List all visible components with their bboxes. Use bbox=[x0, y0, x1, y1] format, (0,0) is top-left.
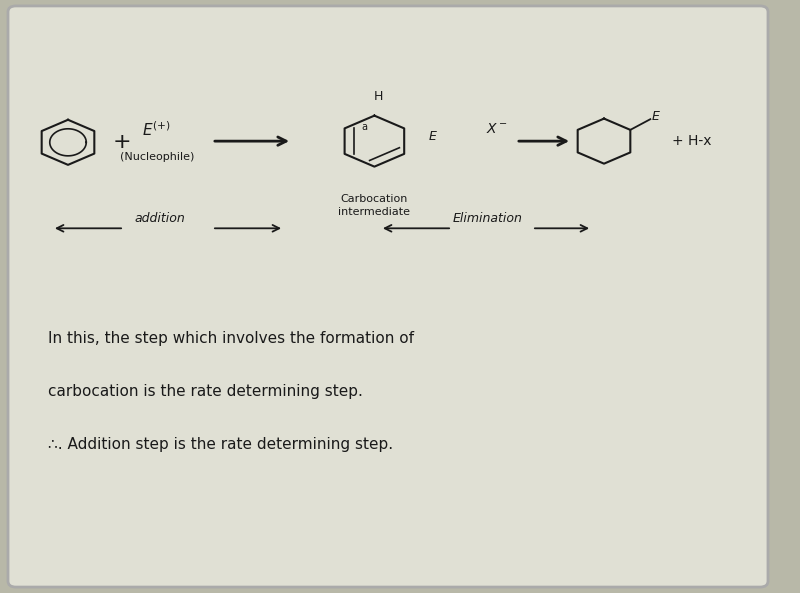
FancyBboxPatch shape bbox=[8, 6, 768, 587]
Text: $E^{(+)}$: $E^{(+)}$ bbox=[142, 120, 171, 139]
Text: + H-x: + H-x bbox=[672, 134, 711, 148]
Text: ∴. Addition step is the rate determining step.: ∴. Addition step is the rate determining… bbox=[48, 437, 393, 452]
Text: +: + bbox=[112, 132, 131, 152]
Text: Carbocation
intermediate: Carbocation intermediate bbox=[338, 193, 410, 217]
Text: addition: addition bbox=[134, 212, 186, 225]
Text: carbocation is the rate determining step.: carbocation is the rate determining step… bbox=[48, 384, 363, 399]
Text: Elimination: Elimination bbox=[453, 212, 523, 225]
Text: E: E bbox=[652, 110, 660, 123]
Text: $X^-$: $X^-$ bbox=[486, 122, 508, 136]
Text: E: E bbox=[429, 130, 437, 143]
Text: (Nucleophile): (Nucleophile) bbox=[120, 152, 194, 162]
Text: a: a bbox=[362, 122, 368, 132]
Text: In this, the step which involves the formation of: In this, the step which involves the for… bbox=[48, 330, 414, 346]
Text: H: H bbox=[374, 90, 383, 103]
